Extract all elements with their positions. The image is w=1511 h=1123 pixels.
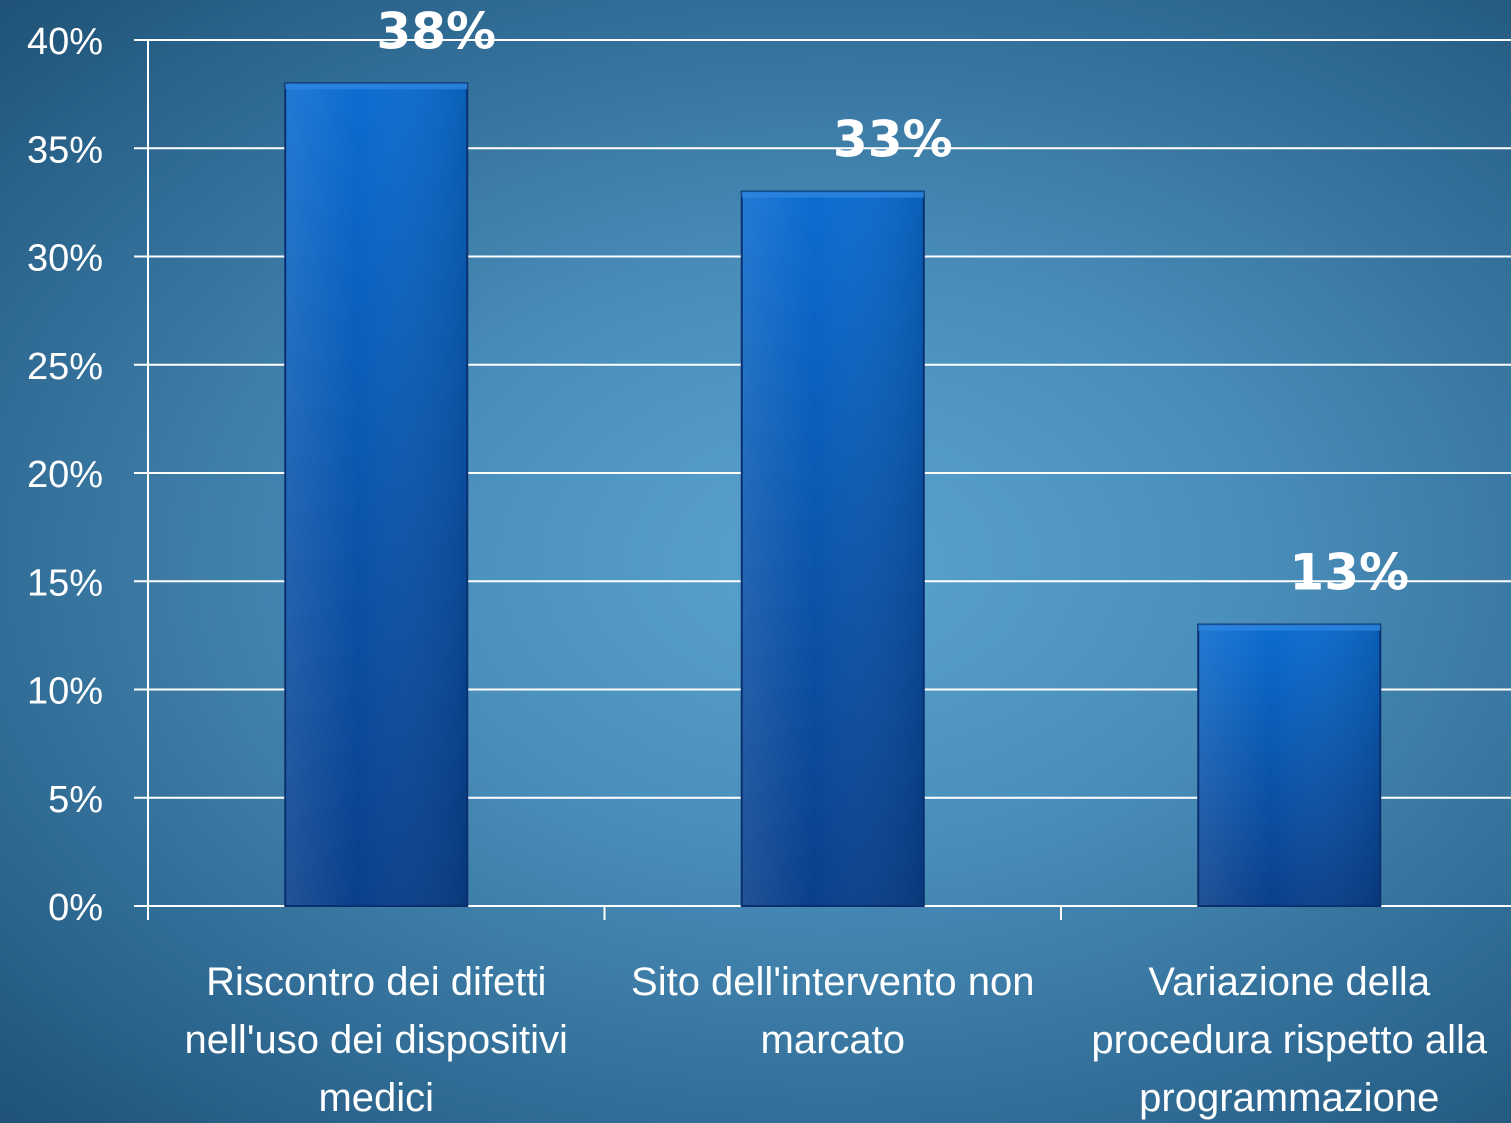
bar-top-edge (285, 83, 468, 90)
x-category-label: medici (318, 1076, 434, 1120)
bar-top-edge (1198, 624, 1381, 631)
bar-sheen (742, 192, 923, 906)
y-tick-label: 10% (27, 671, 103, 713)
y-tick-label: 25% (27, 346, 103, 388)
data-label: 13% (1289, 544, 1409, 602)
x-category-label: programmazione (1139, 1076, 1439, 1120)
y-tick-label: 15% (27, 562, 103, 604)
y-tick-label: 35% (27, 129, 103, 171)
y-tick-label: 20% (27, 454, 103, 496)
y-tick-label: 30% (27, 238, 103, 280)
x-category-label: nell'uso dei dispositivi (185, 1018, 568, 1062)
x-category-label: Riscontro dei difetti (206, 960, 546, 1004)
bar-sheen (1199, 625, 1380, 905)
bar-top-edge (741, 191, 924, 198)
y-tick-label: 5% (48, 779, 103, 821)
labels: 0% 5% 10% 15% 20% 25% 30% 35% 40% 38% Riscontro de… (27, 2, 1488, 1120)
bar-sheen (286, 84, 467, 906)
y-tick-label: 40% (27, 21, 103, 63)
x-category-label: procedura rispetto alla (1091, 1018, 1488, 1062)
bars (284, 82, 1382, 908)
data-label: 33% (833, 111, 953, 169)
y-tick-label: 0% (48, 887, 103, 929)
x-category-label: Sito dell'intervento non (631, 960, 1034, 1004)
x-category-label: marcato (761, 1018, 906, 1062)
x-category-label: Variazione della (1148, 960, 1430, 1004)
data-label: 38% (376, 2, 496, 60)
